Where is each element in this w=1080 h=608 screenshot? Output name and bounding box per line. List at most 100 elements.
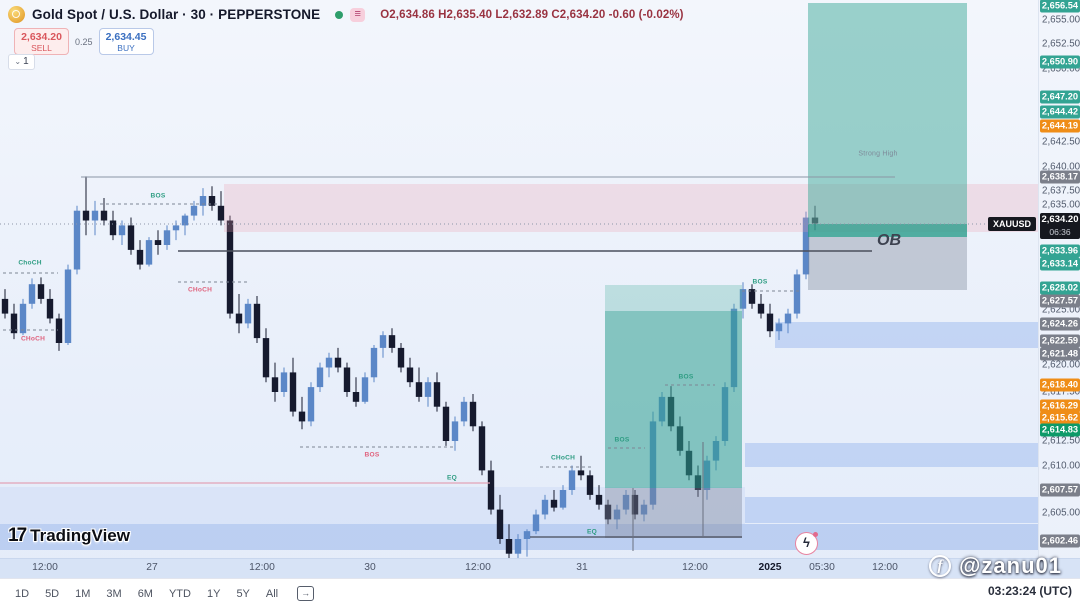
price-level-badge: 2,627.57 [1040, 294, 1080, 308]
liquidity-band [745, 497, 1038, 523]
candle [748, 289, 756, 304]
price-level-badge: 2,624.26 [1040, 317, 1080, 331]
candle [595, 494, 603, 505]
price-tick: 2,610.00 [1042, 460, 1080, 472]
range-button-all[interactable]: All [265, 587, 279, 600]
candle [586, 475, 594, 495]
price-level-badge: 2,633.14 [1040, 257, 1080, 271]
time-axis[interactable]: 12:00 27 12:00 30 12:00 31 12:00 2025 05:30 12:00 [0, 558, 1080, 578]
candle [559, 490, 567, 508]
candle [127, 225, 135, 250]
buy-label: BUY [117, 43, 135, 53]
candle [433, 382, 441, 407]
candle [640, 504, 648, 515]
price-tick: 2,605.00 [1042, 507, 1080, 519]
price-level-badge: 2,633.96 [1040, 244, 1080, 258]
candle [478, 426, 486, 471]
candle [10, 313, 18, 334]
range-button-1m[interactable]: 1M [75, 587, 91, 600]
candle [19, 303, 27, 334]
range-button-5y[interactable]: 5Y [236, 587, 250, 600]
ideas-icon[interactable]: ≡ [350, 7, 366, 22]
candle [442, 406, 450, 441]
price-level-badge: 2,656.54 [1040, 0, 1080, 13]
candle [469, 401, 477, 427]
price-axis[interactable]: 2,655.00 2,652.50 2,650.00 2,642.50 2,640.00… [1038, 0, 1080, 558]
liquidity-wash [0, 487, 745, 524]
candle [757, 303, 765, 314]
price-level-badge: 2,647.20 [1040, 90, 1080, 104]
candle [514, 539, 522, 554]
candle [1, 298, 9, 314]
price-tick: 2,640.00 [1042, 161, 1080, 173]
gold-symbol-icon [8, 6, 25, 23]
ohlc-values: O2,634.86 H2,635.40 L2,632.89 C2,634.20 … [380, 8, 684, 21]
symbol-price-tag: XAUUSD [987, 217, 1036, 231]
market-open-icon[interactable] [335, 10, 344, 19]
candle [145, 240, 153, 265]
candle [352, 392, 360, 402]
candle [181, 215, 189, 226]
candle [532, 514, 540, 532]
time-label: 31 [576, 562, 588, 573]
range-button-6m[interactable]: 6M [137, 587, 153, 600]
candle [622, 494, 630, 510]
candle [208, 196, 216, 206]
candle [307, 387, 315, 422]
candle [604, 504, 612, 520]
tradingview-brand: TradingView [30, 526, 130, 545]
price-tick: 2,655.00 [1042, 14, 1080, 26]
facebook-icon: f [928, 555, 951, 577]
candle [64, 269, 72, 343]
spread-value: 0.25 [75, 36, 93, 47]
candle [523, 531, 531, 539]
candle [406, 367, 414, 383]
candle [172, 225, 180, 231]
sell-button[interactable]: 2,634.20 SELL [14, 28, 69, 55]
range-button-1d[interactable]: 1D [15, 587, 30, 600]
price-level-badge: 2,607.57 [1040, 483, 1080, 497]
range-button-3m[interactable]: 3M [106, 587, 122, 600]
bottom-toolbar: 1D 5D 1M 3M 6M YTD 1Y 5Y All → [0, 578, 1080, 608]
social-handle: @zanu01 [958, 553, 1062, 578]
candle [631, 494, 639, 515]
candle [163, 230, 171, 245]
candle [316, 367, 324, 388]
candle [298, 411, 306, 422]
candle [784, 313, 792, 324]
tradingview-logo-icon: 17 [8, 525, 27, 546]
range-button-5d[interactable]: 5D [45, 587, 60, 600]
candle [451, 421, 459, 441]
price-tick: 2,637.50 [1042, 185, 1080, 197]
candle [55, 318, 63, 343]
price-level-badge: 2,644.19 [1040, 119, 1080, 133]
range-button-1y[interactable]: 1Y [206, 587, 221, 600]
candle [154, 240, 162, 245]
candle [613, 509, 621, 520]
time-label: 12:00 [249, 562, 275, 573]
liquidity-band [745, 443, 1038, 467]
tradingview-watermark: 17 TradingView [8, 525, 130, 547]
symbol-title[interactable]: Gold Spot / U.S. Dollar · 30 · PEPPERSTO… [32, 7, 321, 22]
price-level-badge: 2,650.90 [1040, 55, 1080, 69]
buy-button[interactable]: 2,634.45 BUY [98, 28, 154, 55]
candle [217, 205, 225, 221]
timeframe-selector[interactable]: ⌄ 1 [8, 54, 35, 70]
candle [37, 284, 45, 299]
range-button-ytd[interactable]: YTD [168, 587, 191, 600]
candle [415, 382, 423, 397]
go-to-date-icon[interactable]: → [297, 586, 315, 601]
buy-price: 2,634.45 [105, 31, 147, 43]
chart-canvas[interactable]: ChoCH CHoCH BOS CHoCH BOS CHoCH BOS BOS BOS EQ EQ S… [0, 0, 1038, 558]
candle [244, 303, 252, 324]
candle [91, 210, 99, 221]
price-tick: 2,642.50 [1042, 136, 1080, 148]
candle [289, 372, 297, 412]
candle [253, 303, 261, 339]
candle [496, 509, 504, 539]
candle [361, 377, 369, 402]
price-level-badge: 2,622.59 [1040, 334, 1080, 348]
candle [460, 401, 468, 422]
candle [802, 217, 810, 275]
